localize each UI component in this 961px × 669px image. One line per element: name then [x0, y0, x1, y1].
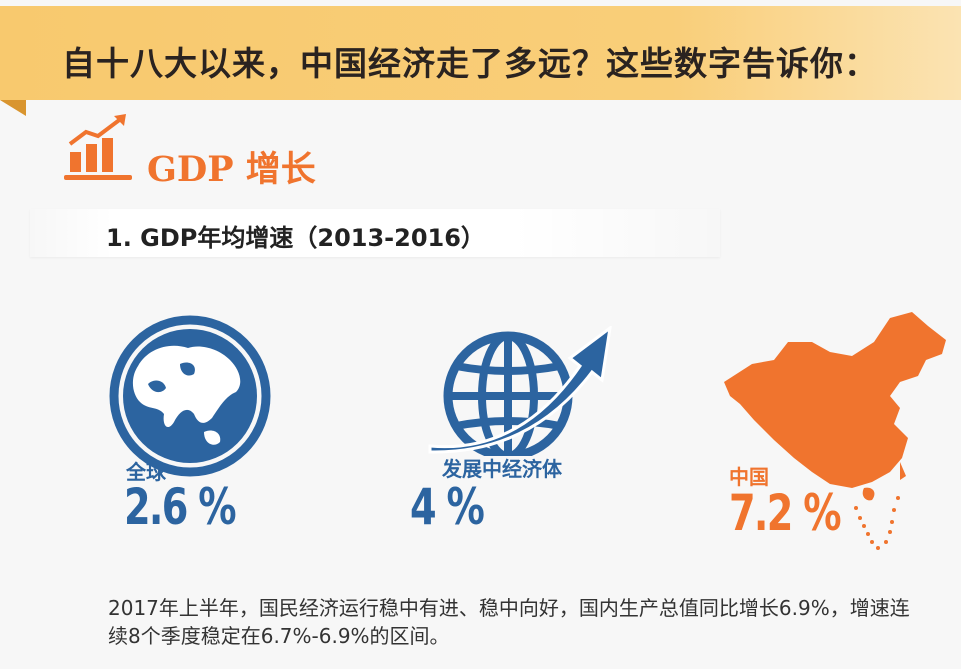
bar-chart-growth-icon [64, 114, 132, 180]
section-title: GDP 增长 [147, 149, 316, 190]
globe-icon [109, 315, 271, 477]
title-banner: 自十八大以来，中国经济走了多远？这些数字告诉你： [0, 6, 961, 100]
stat-value-developing: 4 % [410, 478, 485, 536]
page-title: 自十八大以来，中国经济走了多远？这些数字告诉你： [62, 44, 878, 83]
stat-value-china: 7.2 % [729, 484, 842, 542]
stat-label-china: 中国 [729, 465, 769, 489]
globe-arrow-icon [428, 326, 612, 456]
subhead-bar [30, 209, 720, 257]
subhead: 1. GDP年均增速（2013-2016） [106, 224, 485, 252]
footnote-text: 2017年上半年，国民经济运行稳中有进、稳中向好，国内生产总值同比增长6.9%，… [108, 596, 910, 648]
stat-label-global: 全球 [126, 460, 166, 484]
stat-label-developing: 发展中经济体 [442, 457, 562, 481]
banner-fold [0, 100, 26, 116]
china-map-icon [724, 312, 946, 550]
stat-value-global: 2.6 % [124, 478, 237, 536]
